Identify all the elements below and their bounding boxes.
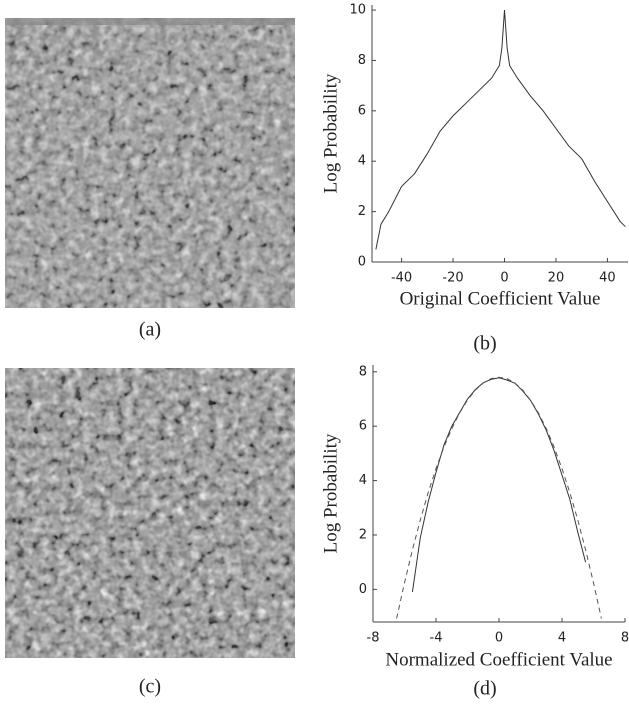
x-tick-label: -40 <box>391 271 412 286</box>
x-tick-label: 0 <box>500 271 508 286</box>
data-line <box>411 377 587 593</box>
y-tick-label: 2 <box>358 204 366 219</box>
y-tick-label: 8 <box>358 53 366 68</box>
caption: (d) <box>473 678 496 700</box>
y-tick-label: 0 <box>358 255 366 270</box>
y-tick-label: 4 <box>358 154 366 169</box>
y-axis-label: Log Probability <box>320 433 341 553</box>
y-tick-label: 2 <box>359 527 367 542</box>
y-tick-label: 0 <box>359 582 367 597</box>
x-tick-label: 4 <box>558 631 566 646</box>
image-a <box>5 18 295 308</box>
x-tick-label: 0 <box>495 631 503 646</box>
x-tick-label: 20 <box>548 271 565 286</box>
y-tick-label: 4 <box>359 473 367 488</box>
x-tick-label: -20 <box>442 271 463 286</box>
x-axis-label: Original Coefficient Value <box>400 288 601 309</box>
data-line <box>375 9 626 250</box>
data-line <box>396 376 602 619</box>
x-tick-label: -4 <box>430 631 443 646</box>
x-tick-label: 40 <box>599 271 616 286</box>
y-tick-label: 8 <box>359 364 367 379</box>
y-tick-label: 6 <box>359 419 367 434</box>
caption: (b) <box>473 333 496 355</box>
y-tick-label: 10 <box>349 3 366 18</box>
image-c <box>5 368 295 658</box>
caption: (c) <box>139 676 161 698</box>
x-tick-label: 8 <box>621 631 629 646</box>
y-tick-label: 6 <box>358 103 366 118</box>
x-axis-label: Normalized Coefficient Value <box>385 649 612 670</box>
x-tick-label: -8 <box>367 631 380 646</box>
caption: (a) <box>139 319 161 341</box>
y-axis-label: Log Probability <box>320 73 341 193</box>
